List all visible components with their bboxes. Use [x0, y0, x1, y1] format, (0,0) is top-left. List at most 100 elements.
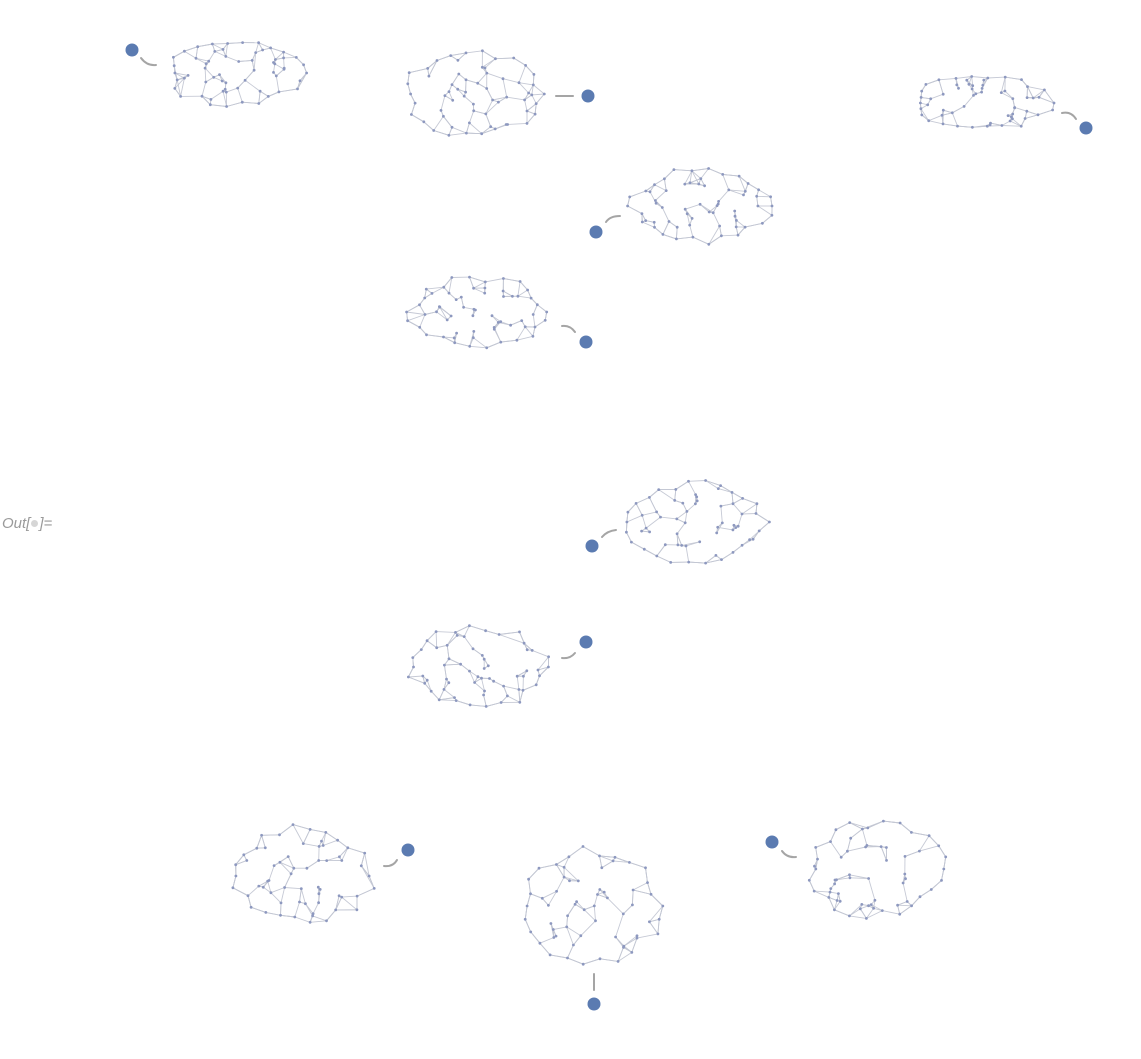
graph-edge [276, 68, 285, 77]
graph-edge [721, 234, 739, 237]
graph-edge [833, 900, 838, 910]
graph-edge [584, 905, 595, 911]
graph-edge [477, 82, 487, 89]
graph-vertex [707, 167, 710, 170]
graph-vertex [719, 504, 723, 508]
graph-vertex [548, 953, 552, 957]
graph-edge [261, 834, 280, 836]
graph-edge [847, 846, 866, 852]
graph-edge [201, 81, 207, 97]
graph-vertex [218, 73, 221, 76]
graph-edge [814, 890, 829, 898]
graph-vertex [707, 242, 711, 246]
graph-edge [676, 511, 688, 520]
graph-edge [849, 877, 869, 879]
graph-edge [205, 76, 214, 83]
graph-edge [599, 855, 614, 862]
graph-vertex [261, 885, 265, 889]
graph-vertex [688, 181, 692, 185]
graph-vertex [704, 479, 707, 482]
graph-edge [184, 50, 197, 59]
graph-edge [486, 88, 494, 101]
graph-vertex [1008, 119, 1012, 123]
graph-vertex [980, 87, 984, 90]
graph-edge [830, 841, 842, 858]
graph-vertex [457, 72, 461, 76]
graph-edge [731, 492, 743, 499]
graph-vertex [424, 287, 428, 291]
graph-vertex [661, 904, 665, 908]
graph-edge [455, 625, 470, 633]
graph-vertex [325, 919, 328, 923]
graph-vertex [468, 121, 471, 125]
graph-vertex [566, 914, 569, 918]
graph-edge [502, 78, 508, 98]
graph-edge [899, 822, 912, 833]
graph-vertex [918, 895, 922, 899]
graph-edge [626, 512, 629, 523]
graph-4 [626, 167, 774, 246]
graph-edge [938, 77, 957, 81]
graph-vertex [581, 962, 585, 966]
graph-vertex [1052, 101, 1056, 105]
graph-edge [510, 320, 522, 326]
graph-vertex [502, 684, 505, 688]
graph-vertex [311, 912, 315, 916]
graph-vertex [432, 129, 436, 132]
graph-vertex [482, 667, 486, 670]
graph-edge [197, 43, 213, 48]
graph-vertex [555, 863, 558, 866]
graph-connector [1061, 111, 1077, 120]
graph-vertex [473, 681, 476, 684]
graph-vertex [472, 307, 476, 311]
graph-vertex [657, 488, 661, 491]
graph-vertex [829, 887, 833, 890]
graph-vertex [518, 700, 522, 704]
graph-vertex [359, 864, 363, 868]
graph-vertex [694, 493, 697, 496]
graph-vertex [687, 479, 690, 483]
graph-edge [439, 306, 452, 317]
graph-vertex [447, 681, 451, 685]
graph-vertex [768, 520, 771, 524]
graph-edge [661, 207, 670, 222]
graph-edge [312, 902, 320, 914]
graph-edge [617, 952, 633, 962]
graph-edge [341, 896, 358, 911]
graph-vertex [442, 114, 445, 118]
graph-edge [720, 506, 723, 523]
graph-vertex [879, 845, 883, 848]
graph-vertex [602, 890, 606, 894]
graph-vertex [685, 212, 689, 216]
graph-vertex [442, 335, 445, 339]
graph-edge [664, 169, 675, 180]
graph-vertex [970, 75, 974, 78]
graph-vertex [480, 132, 484, 136]
graph-vertex [628, 861, 631, 864]
graph-edge [849, 822, 868, 829]
graph-edge [270, 887, 285, 894]
graph-edge [899, 905, 912, 915]
graph-edge [337, 839, 349, 849]
graph-vertex [920, 89, 924, 93]
graph-edge [615, 913, 624, 938]
graph-vertex [761, 221, 764, 225]
graph-edge [242, 101, 259, 104]
graph-edge [470, 704, 487, 707]
graph-edge [1000, 76, 1006, 93]
graph-vertex [833, 882, 836, 886]
graph-vertex [451, 98, 455, 102]
graph-vertex [410, 113, 413, 116]
graph-vertex [655, 510, 658, 514]
graph-edge [491, 315, 501, 323]
graph-edge [256, 835, 263, 849]
graph-edge [675, 480, 689, 490]
graph-edge [212, 43, 228, 45]
graph-vertex [628, 195, 632, 199]
graph-vertex [635, 936, 639, 940]
graph-vertex [269, 46, 272, 50]
graph-edge [482, 50, 496, 60]
graph-vertex [459, 295, 463, 299]
graph-anchor-dot [765, 835, 779, 849]
graph-edge [482, 58, 496, 68]
